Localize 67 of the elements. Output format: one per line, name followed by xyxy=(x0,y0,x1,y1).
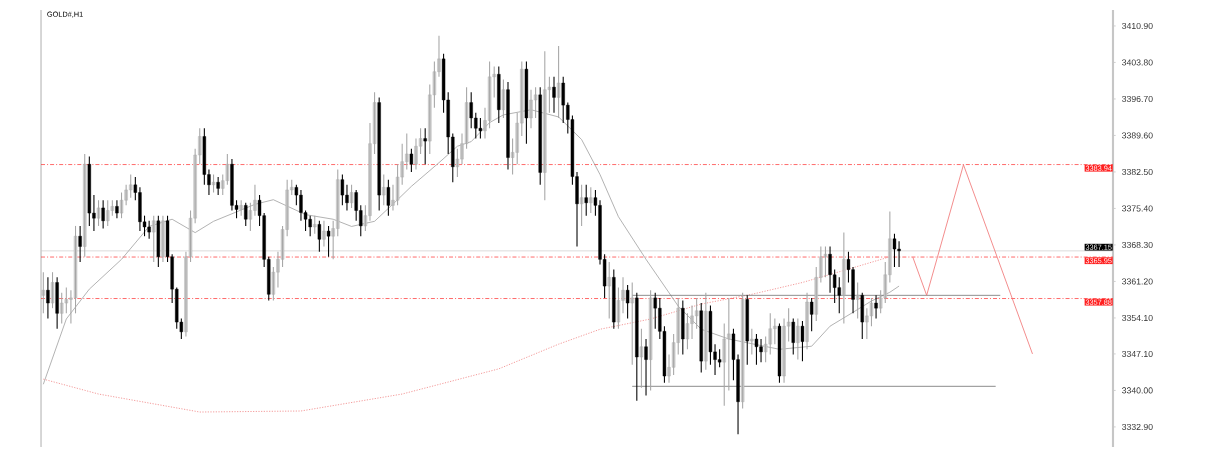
candlestick xyxy=(694,297,699,330)
candlestick xyxy=(326,225,331,258)
y-tick-label: 3368.30 xyxy=(1122,241,1153,249)
candlestick xyxy=(478,117,483,140)
candlestick xyxy=(704,292,708,371)
candlestick xyxy=(96,199,101,227)
candlestick xyxy=(211,173,216,194)
candlestick xyxy=(317,220,322,253)
candlestick xyxy=(106,199,110,227)
candlestick xyxy=(625,284,630,319)
candlestick xyxy=(340,173,345,206)
candlestick xyxy=(681,299,685,355)
candlestick xyxy=(855,281,860,319)
candlestick xyxy=(156,215,161,268)
candlestick xyxy=(612,269,616,330)
y-tick-label: 3361.20 xyxy=(1122,278,1153,285)
candlestick xyxy=(538,86,542,186)
candlestick xyxy=(777,323,782,384)
candlestick xyxy=(607,261,611,319)
y-tick-label: 3382.50 xyxy=(1122,168,1153,176)
candlestick xyxy=(50,271,55,309)
candlestick xyxy=(202,127,207,186)
candlestick xyxy=(745,294,749,366)
candlestick xyxy=(60,292,64,325)
candlestick xyxy=(386,179,391,217)
candlestick xyxy=(584,184,588,217)
candlestick xyxy=(791,317,795,355)
candlestick xyxy=(750,328,754,355)
y-tick-label: 3340.00 xyxy=(1122,387,1153,394)
candlestick xyxy=(239,199,243,217)
y-tick-label: 3410.90 xyxy=(1122,22,1153,30)
candlestick xyxy=(244,202,248,227)
y-tick-label: 3347.10 xyxy=(1122,350,1153,357)
candlestick xyxy=(349,184,354,209)
y-tick-label: 3354.10 xyxy=(1122,314,1153,322)
candlestick xyxy=(41,271,45,314)
candlestick xyxy=(717,348,722,368)
y-tick-label: 3396.70 xyxy=(1122,95,1153,103)
y-tick-label: 3332.90 xyxy=(1122,423,1153,430)
candlestick xyxy=(630,281,634,366)
y-tick-label: 3389.60 xyxy=(1122,132,1153,139)
candlestick xyxy=(589,186,593,214)
candlestick xyxy=(225,153,230,186)
candlestick xyxy=(892,233,897,268)
candlestick xyxy=(796,317,800,361)
candlestick xyxy=(497,66,501,124)
candlestick xyxy=(524,60,529,145)
candlestick xyxy=(377,96,381,212)
candlestick xyxy=(313,215,317,235)
candlestick xyxy=(382,173,386,206)
candlestick xyxy=(248,202,253,232)
candlestick xyxy=(754,333,759,366)
candlestick xyxy=(699,302,703,373)
candlestick xyxy=(579,184,584,227)
line-series xyxy=(912,164,1033,355)
candlestick xyxy=(639,328,644,389)
candlestick xyxy=(809,297,814,332)
candlestick xyxy=(800,320,805,362)
candlestick xyxy=(423,127,427,165)
candlestick xyxy=(648,289,653,391)
candlestick xyxy=(110,199,114,217)
candlestick xyxy=(860,292,864,340)
candlestick xyxy=(409,148,414,173)
candlestick xyxy=(837,276,841,314)
y-tick-label: 3403.80 xyxy=(1122,59,1153,66)
y-tick-label: 3375.40 xyxy=(1122,205,1153,212)
candlestick xyxy=(635,292,639,402)
